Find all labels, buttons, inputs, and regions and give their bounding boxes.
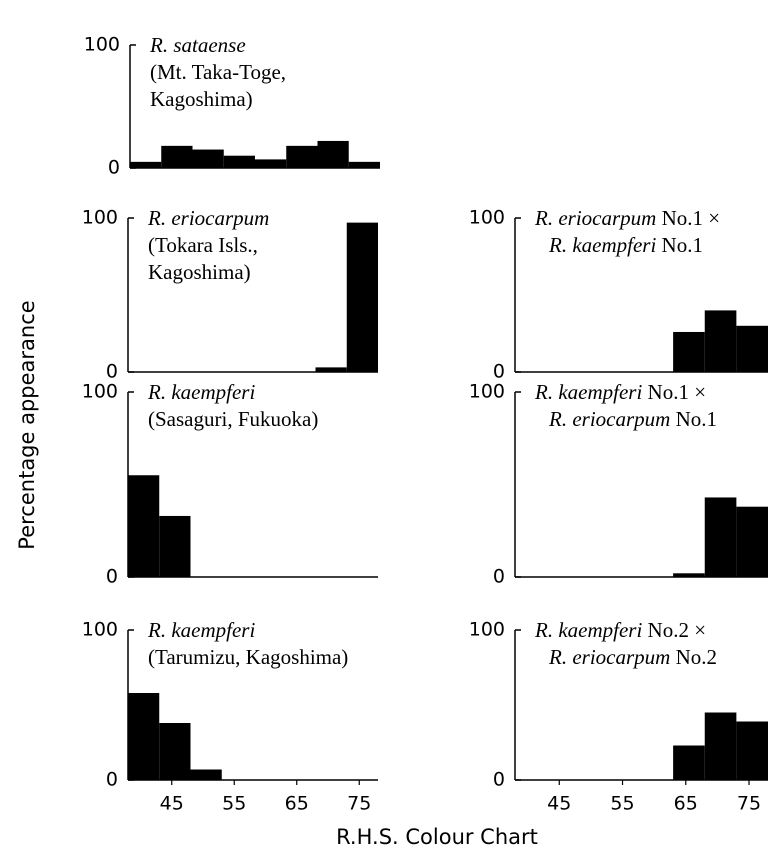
panel-title: R. kaempferi: [147, 380, 255, 404]
title-segment: No.1 ×: [656, 206, 720, 230]
x-axis-label: R.H.S. Colour Chart: [336, 825, 538, 849]
bar: [704, 497, 737, 577]
bar: [255, 159, 287, 168]
bar: [130, 161, 162, 168]
title-segment: No.1: [656, 233, 703, 257]
title-segment: (Tarumizu, Kagoshima): [148, 645, 348, 669]
panel-title: Kagoshima): [150, 87, 253, 111]
bar: [223, 155, 255, 168]
y-tick-label: 0: [493, 361, 505, 383]
bar: [192, 149, 224, 168]
y-tick-label: 100: [82, 619, 118, 641]
title-segment: Kagoshima): [150, 87, 253, 111]
y-tick-label: 0: [106, 566, 118, 588]
title-segment: R. kaempferi: [548, 233, 656, 257]
title-segment: (Sasaguri, Fukuoka): [148, 407, 318, 431]
x-tick-label: 75: [737, 793, 761, 815]
x-tick-label: 65: [674, 793, 698, 815]
title-segment: R. kaempferi: [147, 380, 255, 404]
y-tick-label: 100: [82, 381, 118, 403]
bar: [128, 693, 160, 780]
bar: [704, 712, 737, 780]
bar: [159, 723, 191, 780]
panel-title: R. eriocarpum No.1: [548, 407, 717, 431]
panel-title: (Mt. Taka-Toge,: [150, 60, 286, 84]
bar: [190, 769, 222, 780]
bar: [736, 506, 768, 577]
panel-title: R. eriocarpum: [147, 206, 269, 230]
panel-title: R. eriocarpum No.1 ×: [534, 206, 720, 230]
bar: [348, 161, 380, 168]
y-tick-label: 0: [108, 157, 120, 179]
title-segment: R. kaempferi: [534, 618, 642, 642]
title-segment: No.2 ×: [642, 618, 706, 642]
bar: [161, 145, 193, 168]
bar: [315, 367, 347, 372]
x-tick-label: 45: [547, 793, 571, 815]
title-segment: R. kaempferi: [147, 618, 255, 642]
x-tick-label: 45: [160, 793, 184, 815]
y-tick-label: 0: [493, 566, 505, 588]
panel-title: (Sasaguri, Fukuoka): [148, 407, 318, 431]
x-tick-label: 75: [347, 793, 371, 815]
title-segment: Kagoshima): [148, 260, 251, 284]
panel-title: (Tokara Isls.,: [148, 233, 258, 257]
bar: [704, 310, 737, 372]
panel-title: R. sataense: [149, 33, 246, 57]
title-segment: No.1 ×: [642, 380, 706, 404]
title-segment: R. eriocarpum: [548, 407, 670, 431]
title-segment: R. eriocarpum: [147, 206, 269, 230]
bar: [159, 515, 191, 577]
title-segment: R. eriocarpum: [534, 206, 656, 230]
y-tick-label: 100: [469, 619, 505, 641]
bar: [317, 140, 349, 168]
bar: [286, 145, 318, 168]
bar: [673, 745, 705, 780]
title-segment: No.2: [670, 645, 717, 669]
x-tick-label: 65: [285, 793, 309, 815]
bar: [736, 721, 768, 780]
panel-title: R. kaempferi No.1: [548, 233, 703, 257]
panel-title: R. eriocarpum No.2: [548, 645, 717, 669]
panel-title: R. kaempferi: [147, 618, 255, 642]
y-tick-label: 100: [84, 34, 120, 56]
y-tick-label: 100: [469, 207, 505, 229]
bar: [128, 475, 160, 577]
y-tick-label: 0: [106, 361, 118, 383]
y-tick-label: 0: [493, 769, 505, 791]
title-segment: R. sataense: [149, 33, 246, 57]
bar: [673, 331, 705, 372]
panel-title: (Tarumizu, Kagoshima): [148, 645, 348, 669]
title-segment: (Tokara Isls.,: [148, 233, 258, 257]
title-segment: R. eriocarpum: [548, 645, 670, 669]
x-tick-label: 55: [222, 793, 246, 815]
panel-title: R. kaempferi No.2 ×: [534, 618, 706, 642]
panel-title: Kagoshima): [148, 260, 251, 284]
bar: [673, 573, 705, 577]
bar: [346, 222, 378, 372]
panel-title: R. kaempferi No.1 ×: [534, 380, 706, 404]
y-tick-label: 100: [82, 207, 118, 229]
y-axis-label: Percentage appearance: [15, 300, 39, 549]
bar: [736, 325, 768, 372]
y-tick-label: 0: [106, 769, 118, 791]
y-tick-label: 100: [469, 381, 505, 403]
x-tick-label: 55: [610, 793, 634, 815]
title-segment: (Mt. Taka-Toge,: [150, 60, 286, 84]
title-segment: No.1: [670, 407, 717, 431]
title-segment: R. kaempferi: [534, 380, 642, 404]
